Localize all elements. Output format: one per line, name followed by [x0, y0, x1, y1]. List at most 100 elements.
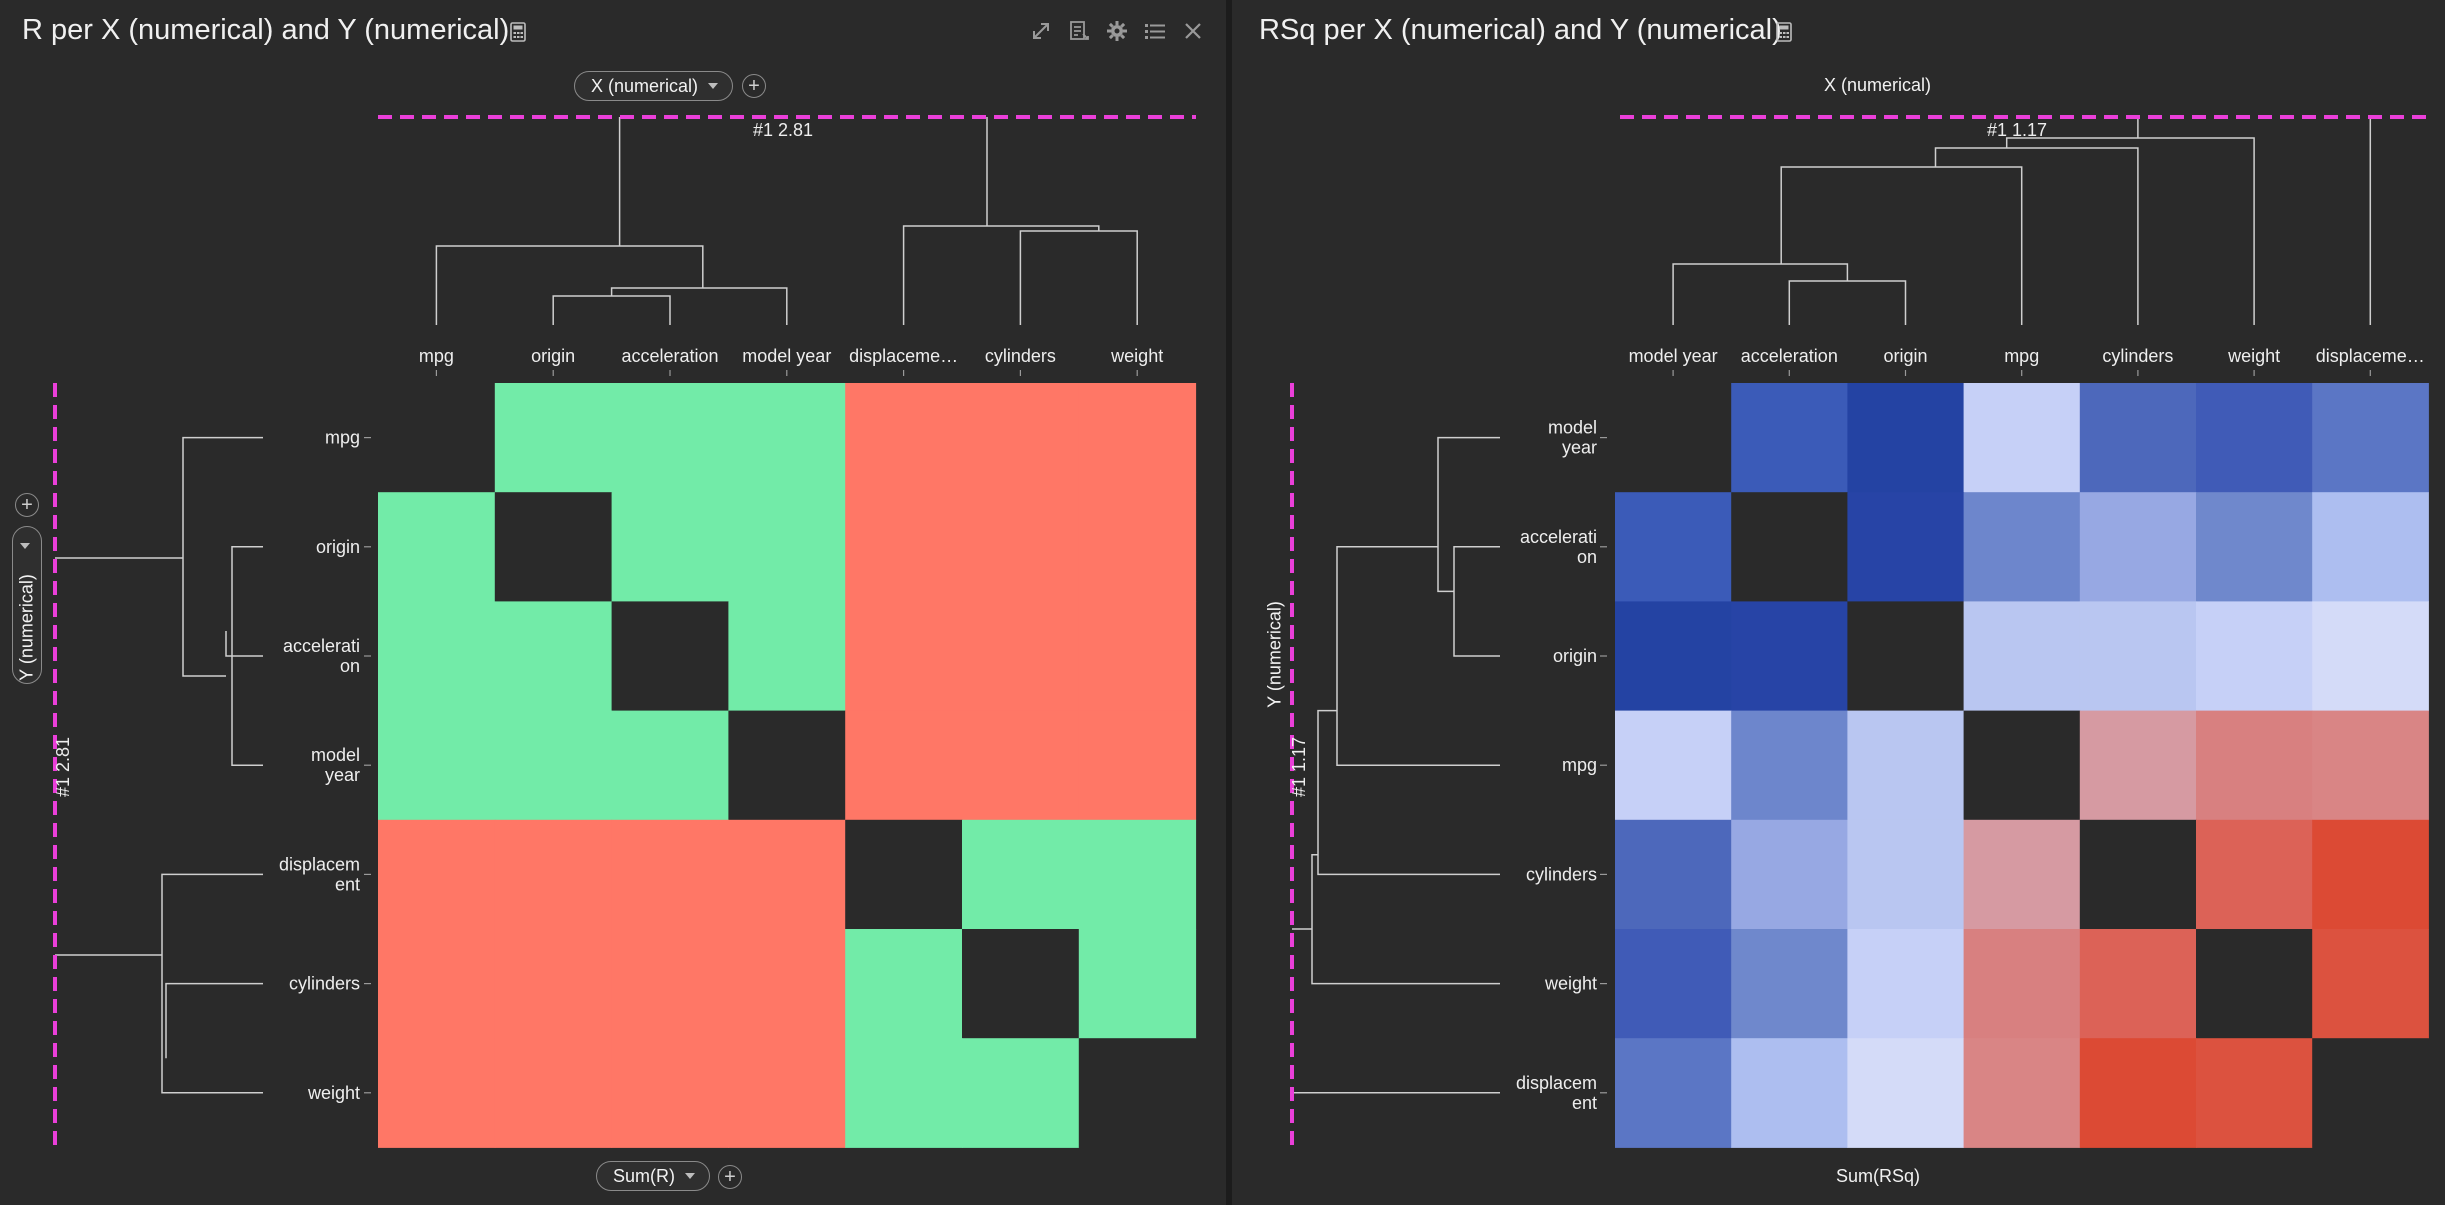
x-tick-label: mpg [2004, 346, 2039, 366]
heatmap-cell [2196, 601, 2313, 712]
heatmap-cell [378, 710, 496, 821]
x-dendrogram-branch [618, 117, 988, 246]
y-axis-selector[interactable]: Y (numerical) [12, 526, 42, 684]
x-axis-selector[interactable]: X (numerical) [574, 71, 734, 101]
color-by-label[interactable]: Sum(RSq) [1836, 1166, 1921, 1186]
x-tick-label: model year [1629, 346, 1718, 366]
chevron-down-icon [708, 83, 719, 89]
left-visualization-panel: R per X (numerical) and Y (numerical) X … [12, 14, 1206, 1191]
heatmap-cell [1847, 1038, 1965, 1148]
panel-title: RSq per X (numerical) and Y (numerical) [1259, 14, 1782, 46]
heatmap-cell [1963, 819, 2081, 930]
heatmap-cell [962, 492, 1080, 602]
heatmap-cell [1963, 383, 2081, 493]
heatmap-cell [611, 710, 729, 821]
heatmap-cell [2312, 492, 2429, 602]
y-tick-label: model year [1548, 418, 1597, 458]
heatmap-cell [611, 819, 729, 930]
x-dendrogram-branch [2005, 137, 2255, 325]
heatmap-cell [1963, 1038, 2081, 1148]
heatmap-cell [2312, 929, 2429, 1039]
heatmap-cell [494, 710, 613, 821]
heatmap-cell [494, 929, 613, 1039]
heatmap-cell [378, 601, 496, 712]
heatmap-cell [1963, 601, 2081, 712]
heatmap-cell [845, 710, 963, 821]
rsq-heatmap-chart: model year acceleration origin mpg cylinders… [1289, 115, 2429, 1148]
heatmap-cell [1731, 601, 1848, 712]
heatmap-cell [728, 819, 846, 930]
y-dendrogram-branch [182, 436, 263, 677]
heatmap-cell [2312, 383, 2429, 493]
chevron-down-icon [20, 543, 30, 549]
heatmap-cell [2312, 710, 2429, 821]
x-axis-label: X (numerical) [591, 75, 699, 96]
heatmap-cell [611, 492, 729, 602]
heatmap-cell [728, 710, 846, 821]
heatmap-cell [2312, 819, 2429, 930]
y-axis-label[interactable]: Y (numerical) [1264, 601, 1285, 708]
right-visualization-panel: RSq per X (numerical) and Y (numerical) … [1232, 0, 2445, 1205]
heatmap-cell [494, 383, 613, 493]
calculator-icon[interactable] [510, 22, 526, 42]
gear-icon[interactable] [1104, 18, 1130, 44]
heatmap-cell [378, 492, 496, 602]
y-dendrogram-branch [1453, 546, 1500, 657]
heatmap-cell [2079, 1038, 2197, 1148]
calculator-icon[interactable] [1776, 22, 1792, 42]
heatmap-cell [1731, 383, 1848, 493]
r-heatmap-chart: mpg origin acceleration model year displacem… [53, 115, 1197, 1148]
y-tick-label: displacem ent [1516, 1073, 1597, 1113]
heatmap-cell [378, 1038, 496, 1148]
panel-divider[interactable] [1226, 0, 1232, 1205]
heatmap-cell [1847, 819, 1965, 930]
heatmap-cell [1078, 601, 1197, 712]
list-icon[interactable] [1142, 18, 1168, 44]
heatmap-cell [1615, 383, 1732, 493]
y-tick-label: mpg [325, 428, 360, 448]
heatmap-cell [728, 492, 846, 602]
heatmap-cell [1847, 710, 1965, 821]
x-tick-label: acceleration [1741, 346, 1838, 366]
panel-title: R per X (numerical) and Y (numerical) [22, 14, 510, 46]
y-dendrogram-branch [1336, 546, 1500, 766]
heatmap-cell [1078, 1038, 1197, 1148]
add-y-axis-button[interactable]: + [15, 493, 39, 517]
heatmap-cell [962, 601, 1080, 712]
heatmap-cell [1847, 383, 1965, 493]
color-by-selector[interactable]: Sum(R) [596, 1161, 710, 1191]
heatmap-cell [1615, 929, 1732, 1039]
heatmap-cell [494, 492, 613, 602]
expand-icon[interactable] [1028, 18, 1054, 44]
heatmap-cell [611, 383, 729, 493]
y-dendrogram-branch [165, 982, 263, 1059]
heatmap-cell [962, 383, 1080, 493]
y-tick-label: accelerati on [1520, 527, 1597, 567]
x-tick-label: displaceme… [2316, 346, 2425, 366]
close-icon[interactable] [1180, 18, 1206, 44]
add-x-axis-button[interactable]: + [742, 74, 766, 98]
chevron-down-icon [685, 1173, 695, 1179]
heatmap-cell [962, 929, 1080, 1039]
heatmap-cell [611, 601, 729, 712]
add-color-button[interactable]: + [718, 1165, 742, 1189]
heatmap-cell [728, 601, 846, 712]
heatmap-cell [845, 819, 963, 930]
heatmap-cell [1963, 492, 2081, 602]
heatmap-cell [1731, 710, 1848, 821]
heatmap-cell [378, 929, 496, 1039]
heatmap-cell [2312, 601, 2429, 712]
y-tick-label: displacem ent [279, 854, 360, 894]
y-tick-label: weight [307, 1083, 360, 1103]
y-tick-label: cylinders [1526, 864, 1597, 884]
y-tick-label: cylinders [289, 974, 360, 994]
color-by-label: Sum(R) [613, 1165, 675, 1186]
export-icon[interactable] [1066, 18, 1092, 44]
x-tick-label: weight [2227, 346, 2280, 366]
heatmap-cell [2196, 492, 2313, 602]
heatmap-cell [1078, 492, 1197, 602]
x-axis-label[interactable]: X (numerical) [1824, 75, 1932, 95]
x-dendrogram-branch [552, 295, 671, 325]
y-dendrogram-branch [225, 631, 263, 657]
x-cut-label: #1 2.81 [753, 120, 813, 140]
